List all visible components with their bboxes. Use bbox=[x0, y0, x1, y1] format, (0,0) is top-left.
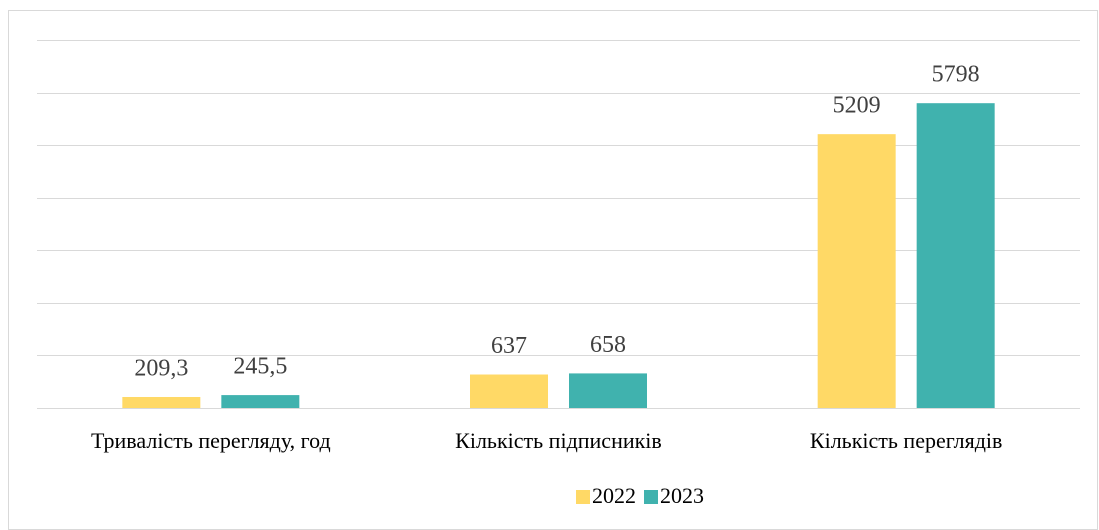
legend-swatch bbox=[576, 490, 590, 504]
data-label: 209,3 bbox=[134, 355, 188, 381]
bar bbox=[470, 374, 548, 408]
data-label: 5798 bbox=[932, 62, 980, 88]
x-tick-label: Кількість переглядів bbox=[810, 428, 1003, 453]
legend-label: 2022 bbox=[592, 483, 636, 508]
data-label: 658 bbox=[590, 332, 626, 358]
data-label: 245,5 bbox=[233, 354, 287, 380]
x-tick-label: Кількість підписників bbox=[455, 428, 662, 453]
bar bbox=[122, 396, 201, 408]
data-label: 637 bbox=[491, 333, 527, 359]
x-tick-label: Тривалість перегляду, год bbox=[91, 428, 331, 453]
bar bbox=[916, 103, 995, 408]
data-label: 5209 bbox=[833, 93, 881, 119]
bar bbox=[569, 373, 647, 408]
legend-swatch bbox=[644, 490, 658, 504]
legend-label: 2023 bbox=[660, 483, 704, 508]
bar bbox=[817, 134, 896, 408]
bar bbox=[221, 395, 300, 408]
